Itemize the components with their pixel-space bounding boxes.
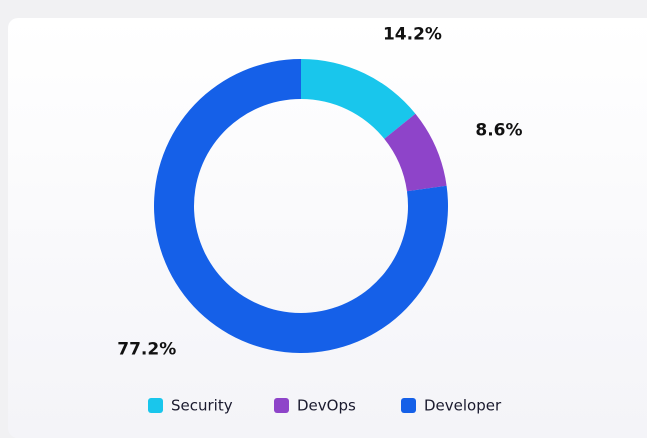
legend-label: DevOps (297, 397, 356, 415)
slice (384, 113, 447, 192)
data-label: 77.2% (117, 339, 176, 359)
legend-label: Security (171, 397, 233, 415)
data-label: 8.6% (475, 121, 522, 141)
chart: 14.2% 8.6% 77.2% Security DevOps Developer (117, 25, 522, 415)
legend-label: Developer (424, 397, 502, 415)
legend-swatch (401, 398, 416, 413)
legend-swatch (148, 398, 163, 413)
slice (301, 59, 416, 139)
data-label: 14.2% (383, 25, 442, 45)
legend-swatch (274, 398, 289, 413)
